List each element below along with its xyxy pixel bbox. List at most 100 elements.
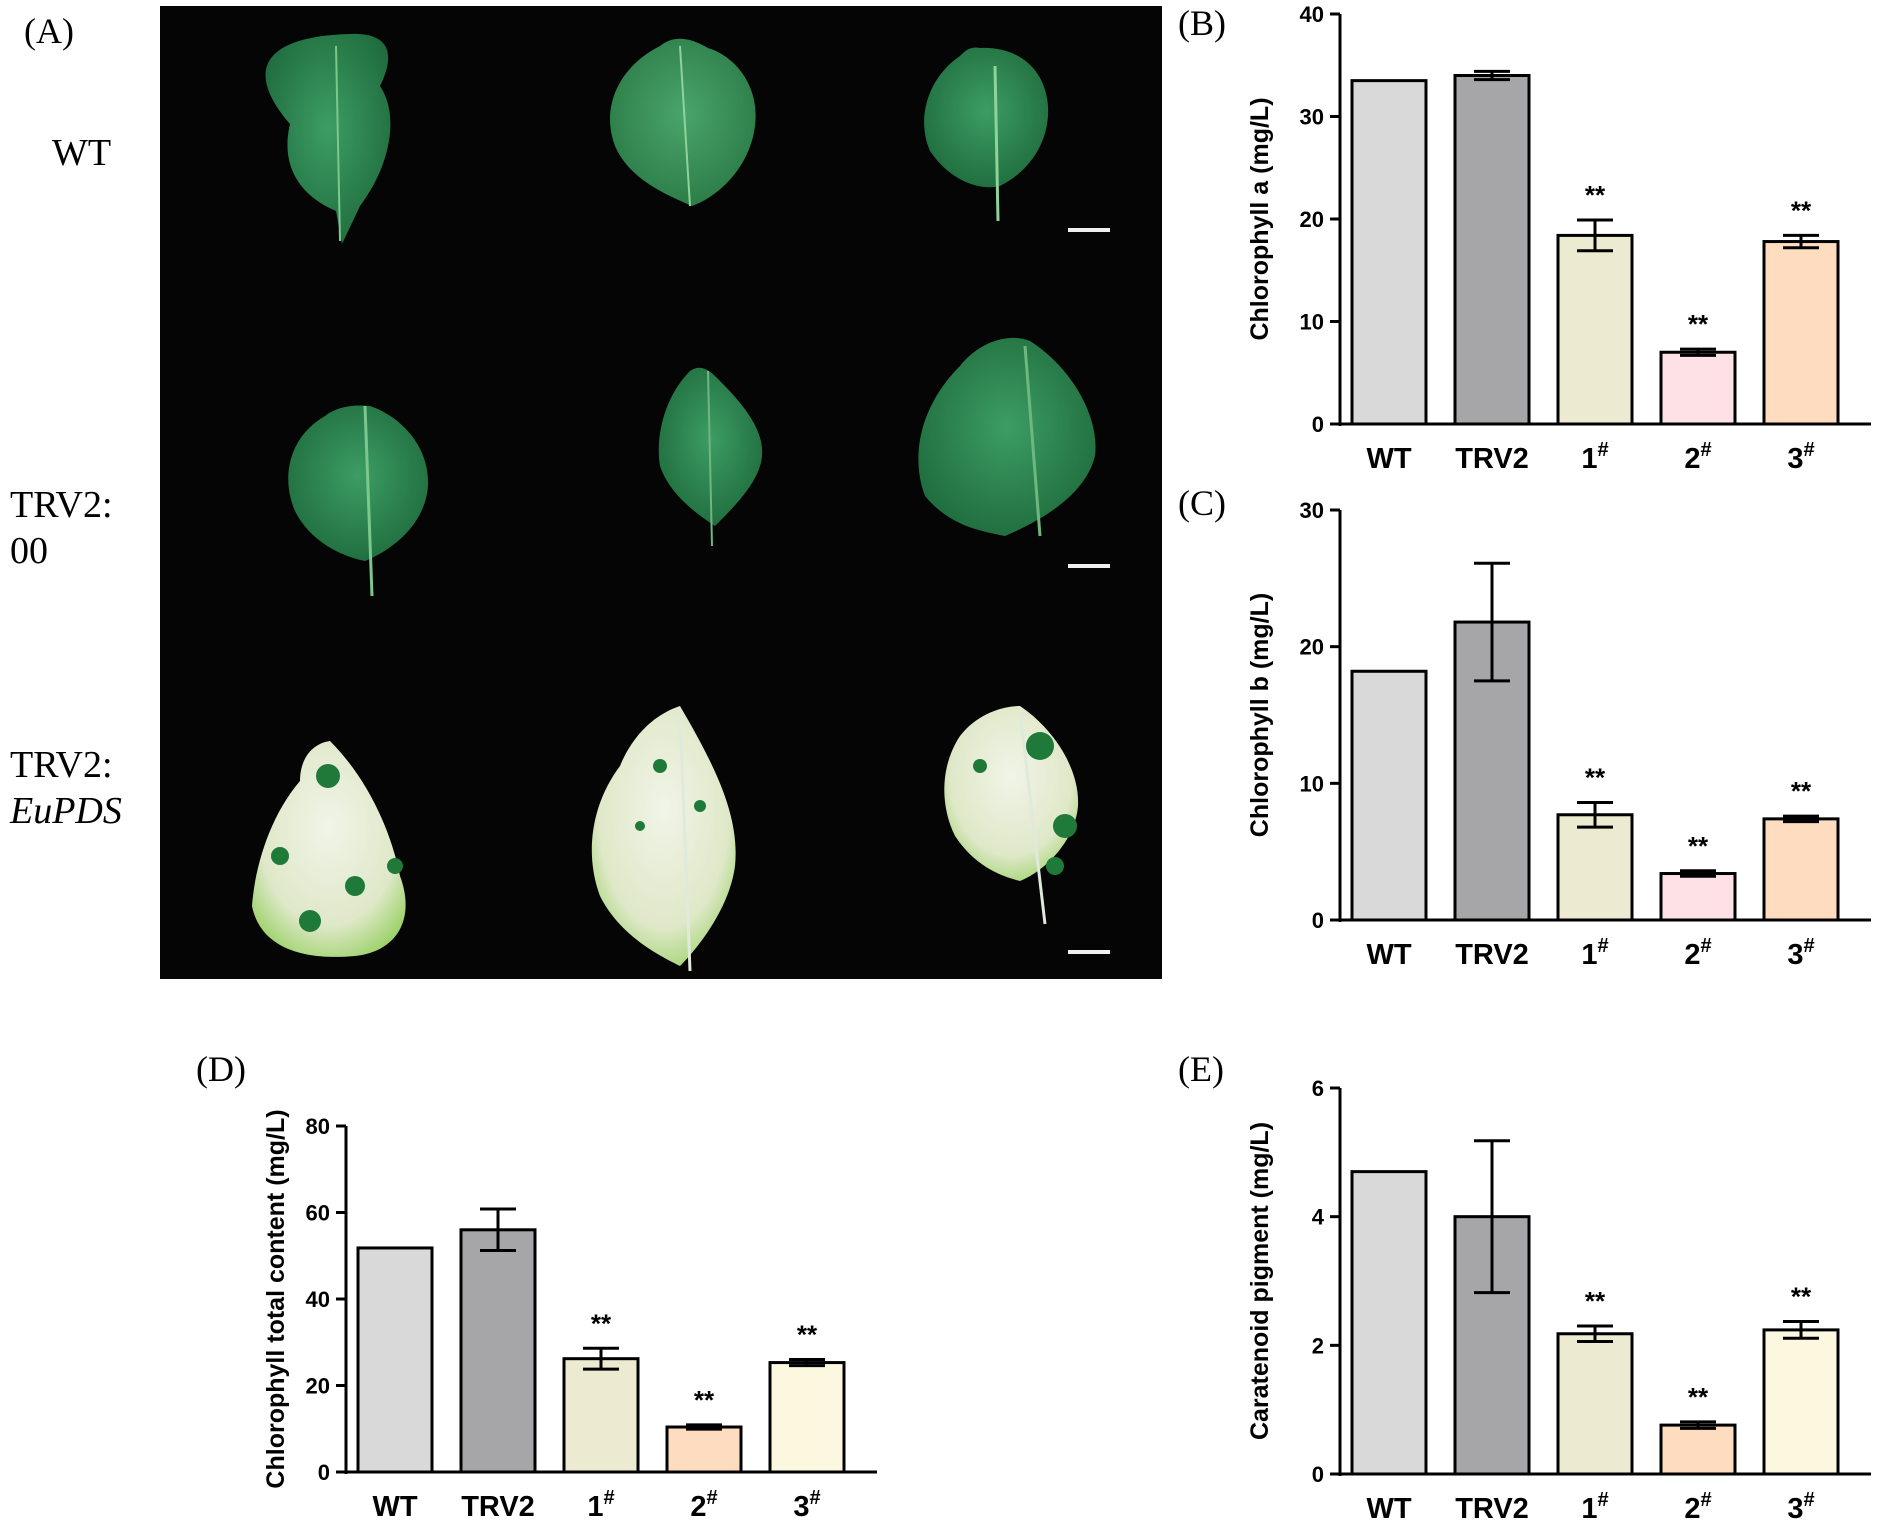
y-tick-label: 80 xyxy=(306,1114,330,1139)
x-tick-label: TRV2 xyxy=(1455,939,1529,971)
panel-label-d: (D) xyxy=(196,1049,246,1089)
y-tick-label: 10 xyxy=(1300,310,1324,335)
x-tick-label: 2# xyxy=(1684,439,1711,475)
y-tick-label: 20 xyxy=(1300,635,1324,660)
panel-label-b: (B) xyxy=(1178,3,1226,43)
bar xyxy=(562,1357,640,1474)
y-tick-label: 30 xyxy=(1300,105,1324,130)
y-tick-label: 0 xyxy=(1312,908,1324,933)
x-tick-label: 2# xyxy=(1684,935,1711,971)
bar xyxy=(1350,79,1428,426)
chart-chlorophyll-total: Chlorophyll total content (mg/L) 0 20 40 60 8… xyxy=(262,1109,877,1523)
x-tick-label: 1# xyxy=(1581,1489,1608,1525)
significance-label: ** xyxy=(1585,762,1606,792)
x-tick-label: 1# xyxy=(1581,935,1608,971)
significance-label: ** xyxy=(1688,309,1709,339)
bar xyxy=(1762,1328,1840,1476)
significance-label: ** xyxy=(1688,1382,1709,1412)
row-label-trv2-eupds: TRV2: EuPDS xyxy=(10,742,122,834)
x-tick-label: 3# xyxy=(1787,439,1814,475)
bar xyxy=(356,1246,434,1474)
significance-label: ** xyxy=(1585,1286,1606,1316)
row-label-line2: 00 xyxy=(10,530,48,572)
significance-label: ** xyxy=(591,1308,612,1338)
bar xyxy=(1350,669,1428,922)
row-label-trv2-00: TRV2: 00 xyxy=(10,482,113,574)
leaf-photo-panel xyxy=(160,6,1162,979)
y-tick-label: 20 xyxy=(1300,207,1324,232)
y-tick-label: 30 xyxy=(1300,498,1324,523)
significance-label: ** xyxy=(1585,180,1606,210)
leaf-photo xyxy=(252,33,1110,972)
significance-label: ** xyxy=(694,1385,715,1415)
y-tick-label: 10 xyxy=(1300,771,1324,796)
y-tick-label: 6 xyxy=(1312,1076,1324,1101)
row-label-line1: TRV2: xyxy=(10,484,113,526)
significance-label: ** xyxy=(797,1320,818,1350)
bar xyxy=(665,1425,743,1474)
y-axis-label: Caratenoid pigment (mg/L) xyxy=(1246,1122,1274,1440)
panel-label-a: (A) xyxy=(24,11,74,51)
bar xyxy=(1556,233,1634,426)
leaf-trv-3 xyxy=(918,337,1096,537)
leaf-wt-1 xyxy=(265,33,391,245)
y-tick-label: 0 xyxy=(1312,1462,1324,1487)
x-tick-label: TRV2 xyxy=(461,1491,535,1523)
leaf-trv-1 xyxy=(288,405,429,597)
x-tick-label: WT xyxy=(1366,939,1411,971)
y-tick-label: 0 xyxy=(1312,412,1324,437)
chart-chlorophyll-b: Chlorophyll b (mg/L) 0 10 20 30 WT TRV2 ** 1# ** 2… xyxy=(1246,498,1871,971)
chart-chlorophyll-a: Chlorophyll a (mg/L) 0 10 20 30 40 WT TRV2 ** 1# *… xyxy=(1246,2,1871,475)
x-tick-label: 3# xyxy=(793,1487,820,1523)
x-tick-label: WT xyxy=(1366,443,1411,475)
row-label-wt: WT xyxy=(52,130,111,176)
row-label-line2: EuPDS xyxy=(10,790,122,832)
y-axis-label: Chlorophyll b (mg/L) xyxy=(1246,593,1274,837)
bar xyxy=(1762,240,1840,426)
y-axis-label: Chlorophyll a (mg/L) xyxy=(1246,97,1274,340)
leaf-wt-2 xyxy=(610,38,756,207)
y-tick-label: 4 xyxy=(1312,1205,1325,1230)
y-tick-label: 0 xyxy=(318,1460,330,1485)
bar xyxy=(459,1228,537,1474)
significance-label: ** xyxy=(1688,831,1709,861)
significance-label: ** xyxy=(1791,1282,1812,1312)
y-tick-label: 40 xyxy=(306,1287,330,1312)
x-tick-label: 2# xyxy=(690,1487,717,1523)
bar xyxy=(1556,813,1634,922)
x-tick-label: TRV2 xyxy=(1455,1493,1529,1525)
x-tick-label: 1# xyxy=(1581,439,1608,475)
bar xyxy=(768,1361,846,1474)
panel-label-c: (C) xyxy=(1178,483,1226,523)
leaf-trv-2 xyxy=(658,367,763,547)
y-axis-label: Chlorophyll total content (mg/L) xyxy=(262,1109,290,1488)
bar xyxy=(1659,1423,1737,1476)
bar xyxy=(1350,1170,1428,1476)
leaf-pds-2 xyxy=(591,706,736,972)
bar xyxy=(1659,872,1737,922)
significance-label: ** xyxy=(1791,195,1812,225)
x-tick-label: 3# xyxy=(1787,1489,1814,1525)
y-tick-label: 20 xyxy=(306,1374,330,1399)
bar xyxy=(1659,350,1737,426)
scale-bar-2 xyxy=(1068,564,1110,568)
x-tick-label: WT xyxy=(372,1491,417,1523)
row-label-line1: TRV2: xyxy=(10,744,113,786)
y-tick-label: 60 xyxy=(306,1201,330,1226)
chart-carotenoid: Caratenoid pigment (mg/L) 0 2 4 6 WT TRV2 ** 1# *… xyxy=(1246,1076,1871,1525)
y-tick-label: 40 xyxy=(1300,2,1324,27)
leaf-pds-1 xyxy=(252,741,406,957)
leaf-pds-3 xyxy=(944,706,1079,925)
x-tick-label: TRV2 xyxy=(1455,443,1529,475)
significance-label: ** xyxy=(1791,776,1812,806)
x-tick-label: 2# xyxy=(1684,1489,1711,1525)
bar xyxy=(1453,74,1531,426)
bar xyxy=(1556,1332,1634,1476)
y-tick-label: 2 xyxy=(1312,1333,1324,1358)
panel-label-e: (E) xyxy=(1178,1049,1224,1089)
scale-bar-1 xyxy=(1068,228,1110,232)
scale-bar-3 xyxy=(1068,950,1110,954)
x-tick-label: 1# xyxy=(587,1487,614,1523)
x-tick-label: 3# xyxy=(1787,935,1814,971)
bar xyxy=(1762,817,1840,922)
